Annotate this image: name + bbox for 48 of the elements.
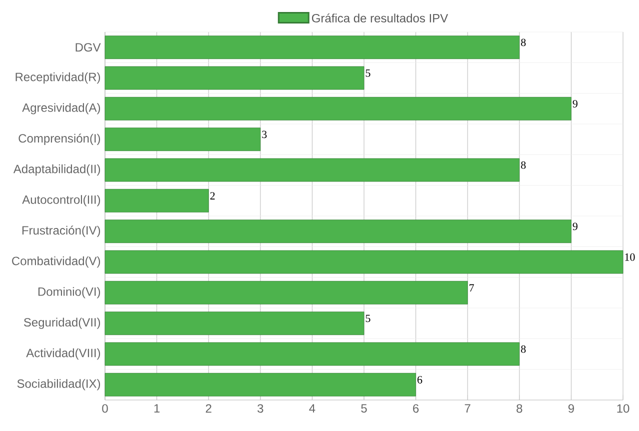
x-tick-label: 4	[309, 404, 316, 412]
legend-label: Gráfica de resultados IPV	[312, 13, 448, 22]
x-tick-label: 10	[617, 404, 630, 413]
y-tick-label: Frustración(IV)	[22, 226, 100, 237]
data-label: 8	[521, 161, 526, 169]
bar	[104, 280, 468, 304]
y-tick-label: Comprensión(I)	[18, 134, 100, 145]
x-tick-label: 9	[568, 404, 574, 413]
data-label: 3	[262, 130, 267, 138]
x-tick-label: 2	[206, 404, 212, 413]
x-tick-label: 7	[464, 404, 470, 412]
bar	[104, 372, 416, 396]
data-label: 5	[366, 314, 370, 322]
data-label: 9	[572, 222, 578, 230]
x-tick-label: 5	[361, 404, 367, 413]
y-tick-label: Dominio(VI)	[38, 287, 100, 298]
x-tick-label: 8	[516, 404, 522, 413]
data-label: 5	[366, 69, 370, 77]
y-tick-label: Agresividad(A)	[22, 103, 100, 114]
bar	[104, 36, 520, 60]
bar	[104, 312, 364, 336]
bar	[104, 188, 209, 212]
x-tick-label: 1	[154, 404, 160, 412]
data-label: 2	[210, 192, 215, 200]
bar	[104, 220, 572, 244]
data-label: 10	[625, 253, 635, 261]
y-tick-label: Receptividad(R)	[16, 72, 100, 84]
y-tick-label: DGV	[76, 43, 101, 52]
y-tick-label: Adaptabilidad(II)	[13, 164, 100, 176]
data-label: 9	[572, 100, 578, 108]
x-tick-label: 0	[102, 404, 108, 413]
data-label: 7	[470, 284, 474, 292]
data-label: 6	[417, 376, 422, 384]
bar	[104, 66, 364, 90]
bar	[104, 250, 624, 274]
bar	[104, 128, 261, 152]
data-label: 8	[521, 345, 526, 353]
y-tick-label: Actividad(VIII)	[26, 348, 100, 360]
bar	[104, 158, 520, 182]
data-label: 8	[521, 38, 526, 46]
x-tick-label: 6	[413, 404, 419, 413]
y-tick-label: Combatividad(V)	[12, 256, 100, 268]
y-tick-label: Seguridad(VII)	[24, 318, 100, 329]
bar	[104, 342, 520, 366]
y-tick-label: Sociabilidad(IX)	[17, 379, 100, 390]
bar	[104, 96, 572, 120]
y-tick-label: Autocontrol(III)	[22, 195, 100, 206]
x-tick-label: 3	[258, 404, 264, 413]
